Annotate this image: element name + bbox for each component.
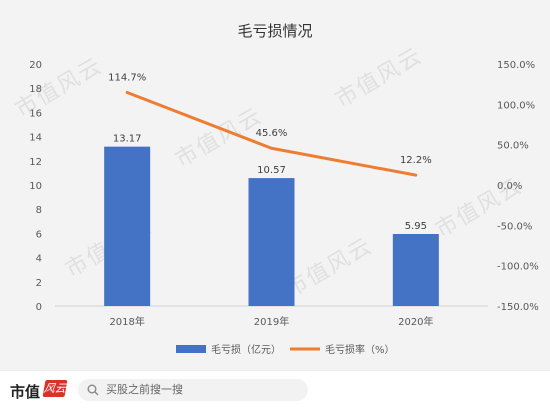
y-left-tick-label: 12 <box>29 157 42 168</box>
line-data-label: 114.7% <box>108 72 146 83</box>
y-right-tick-label: 150.0% <box>497 60 535 71</box>
x-tick-label: 2020年 <box>398 315 433 328</box>
chart-plot: 20181614121086420150.0%100.0%50.0%0.0%-5… <box>29 60 539 356</box>
bar <box>104 146 151 306</box>
y-left-tick-label: 14 <box>29 133 42 144</box>
bar <box>248 178 295 306</box>
y-left-tick-label: 10 <box>29 181 42 192</box>
bar-data-label: 5.95 <box>405 221 427 232</box>
x-tick-label: 2018年 <box>109 315 144 328</box>
line-data-label: 12.2% <box>400 155 432 166</box>
search-placeholder: 买股之前搜一搜 <box>106 383 183 396</box>
brand-logo-text: 市值 <box>10 383 41 401</box>
y-right-tick-label: -100.0% <box>497 262 539 273</box>
y-left-tick-label: 20 <box>29 60 42 71</box>
y-right-tick-label: 100.0% <box>497 100 535 111</box>
footer-bar: 市值 风云 买股之前搜一搜 <box>0 370 550 409</box>
chart-title: 毛亏损情况 <box>237 22 313 40</box>
y-left-tick-label: 6 <box>36 229 42 240</box>
y-left-tick-label: 0 <box>36 302 42 313</box>
x-tick-label: 2019年 <box>254 315 289 328</box>
bar <box>392 234 439 306</box>
bar-data-label: 10.57 <box>257 165 286 176</box>
y-right-tick-label: -150.0% <box>497 302 539 313</box>
search-box[interactable]: 买股之前搜一搜 <box>78 379 308 401</box>
y-right-tick-label: 0.0% <box>497 181 522 192</box>
line-series <box>125 90 418 177</box>
legend-label: 毛亏损（亿元） <box>211 343 281 356</box>
brand-logo-badge: 风云 <box>42 380 68 397</box>
y-left-tick-label: 8 <box>36 205 42 216</box>
legend-swatch-bar <box>176 345 206 353</box>
y-left-tick-label: 18 <box>29 84 42 95</box>
chart-frame: 市值风云 市值风云 市值风云 市值风云 市值风云 市值风云 毛亏损情况 2018… <box>0 0 550 370</box>
y-left-tick-label: 4 <box>36 254 42 265</box>
y-left-tick-label: 16 <box>29 108 42 119</box>
line-data-label: 45.6% <box>256 128 288 139</box>
y-right-tick-label: 50.0% <box>497 141 529 152</box>
legend-label: 毛亏损率（%） <box>325 343 395 356</box>
y-right-tick-label: -50.0% <box>497 221 532 232</box>
bar-data-label: 13.17 <box>113 134 142 145</box>
y-left-tick-label: 2 <box>36 278 42 289</box>
search-icon <box>87 384 99 396</box>
